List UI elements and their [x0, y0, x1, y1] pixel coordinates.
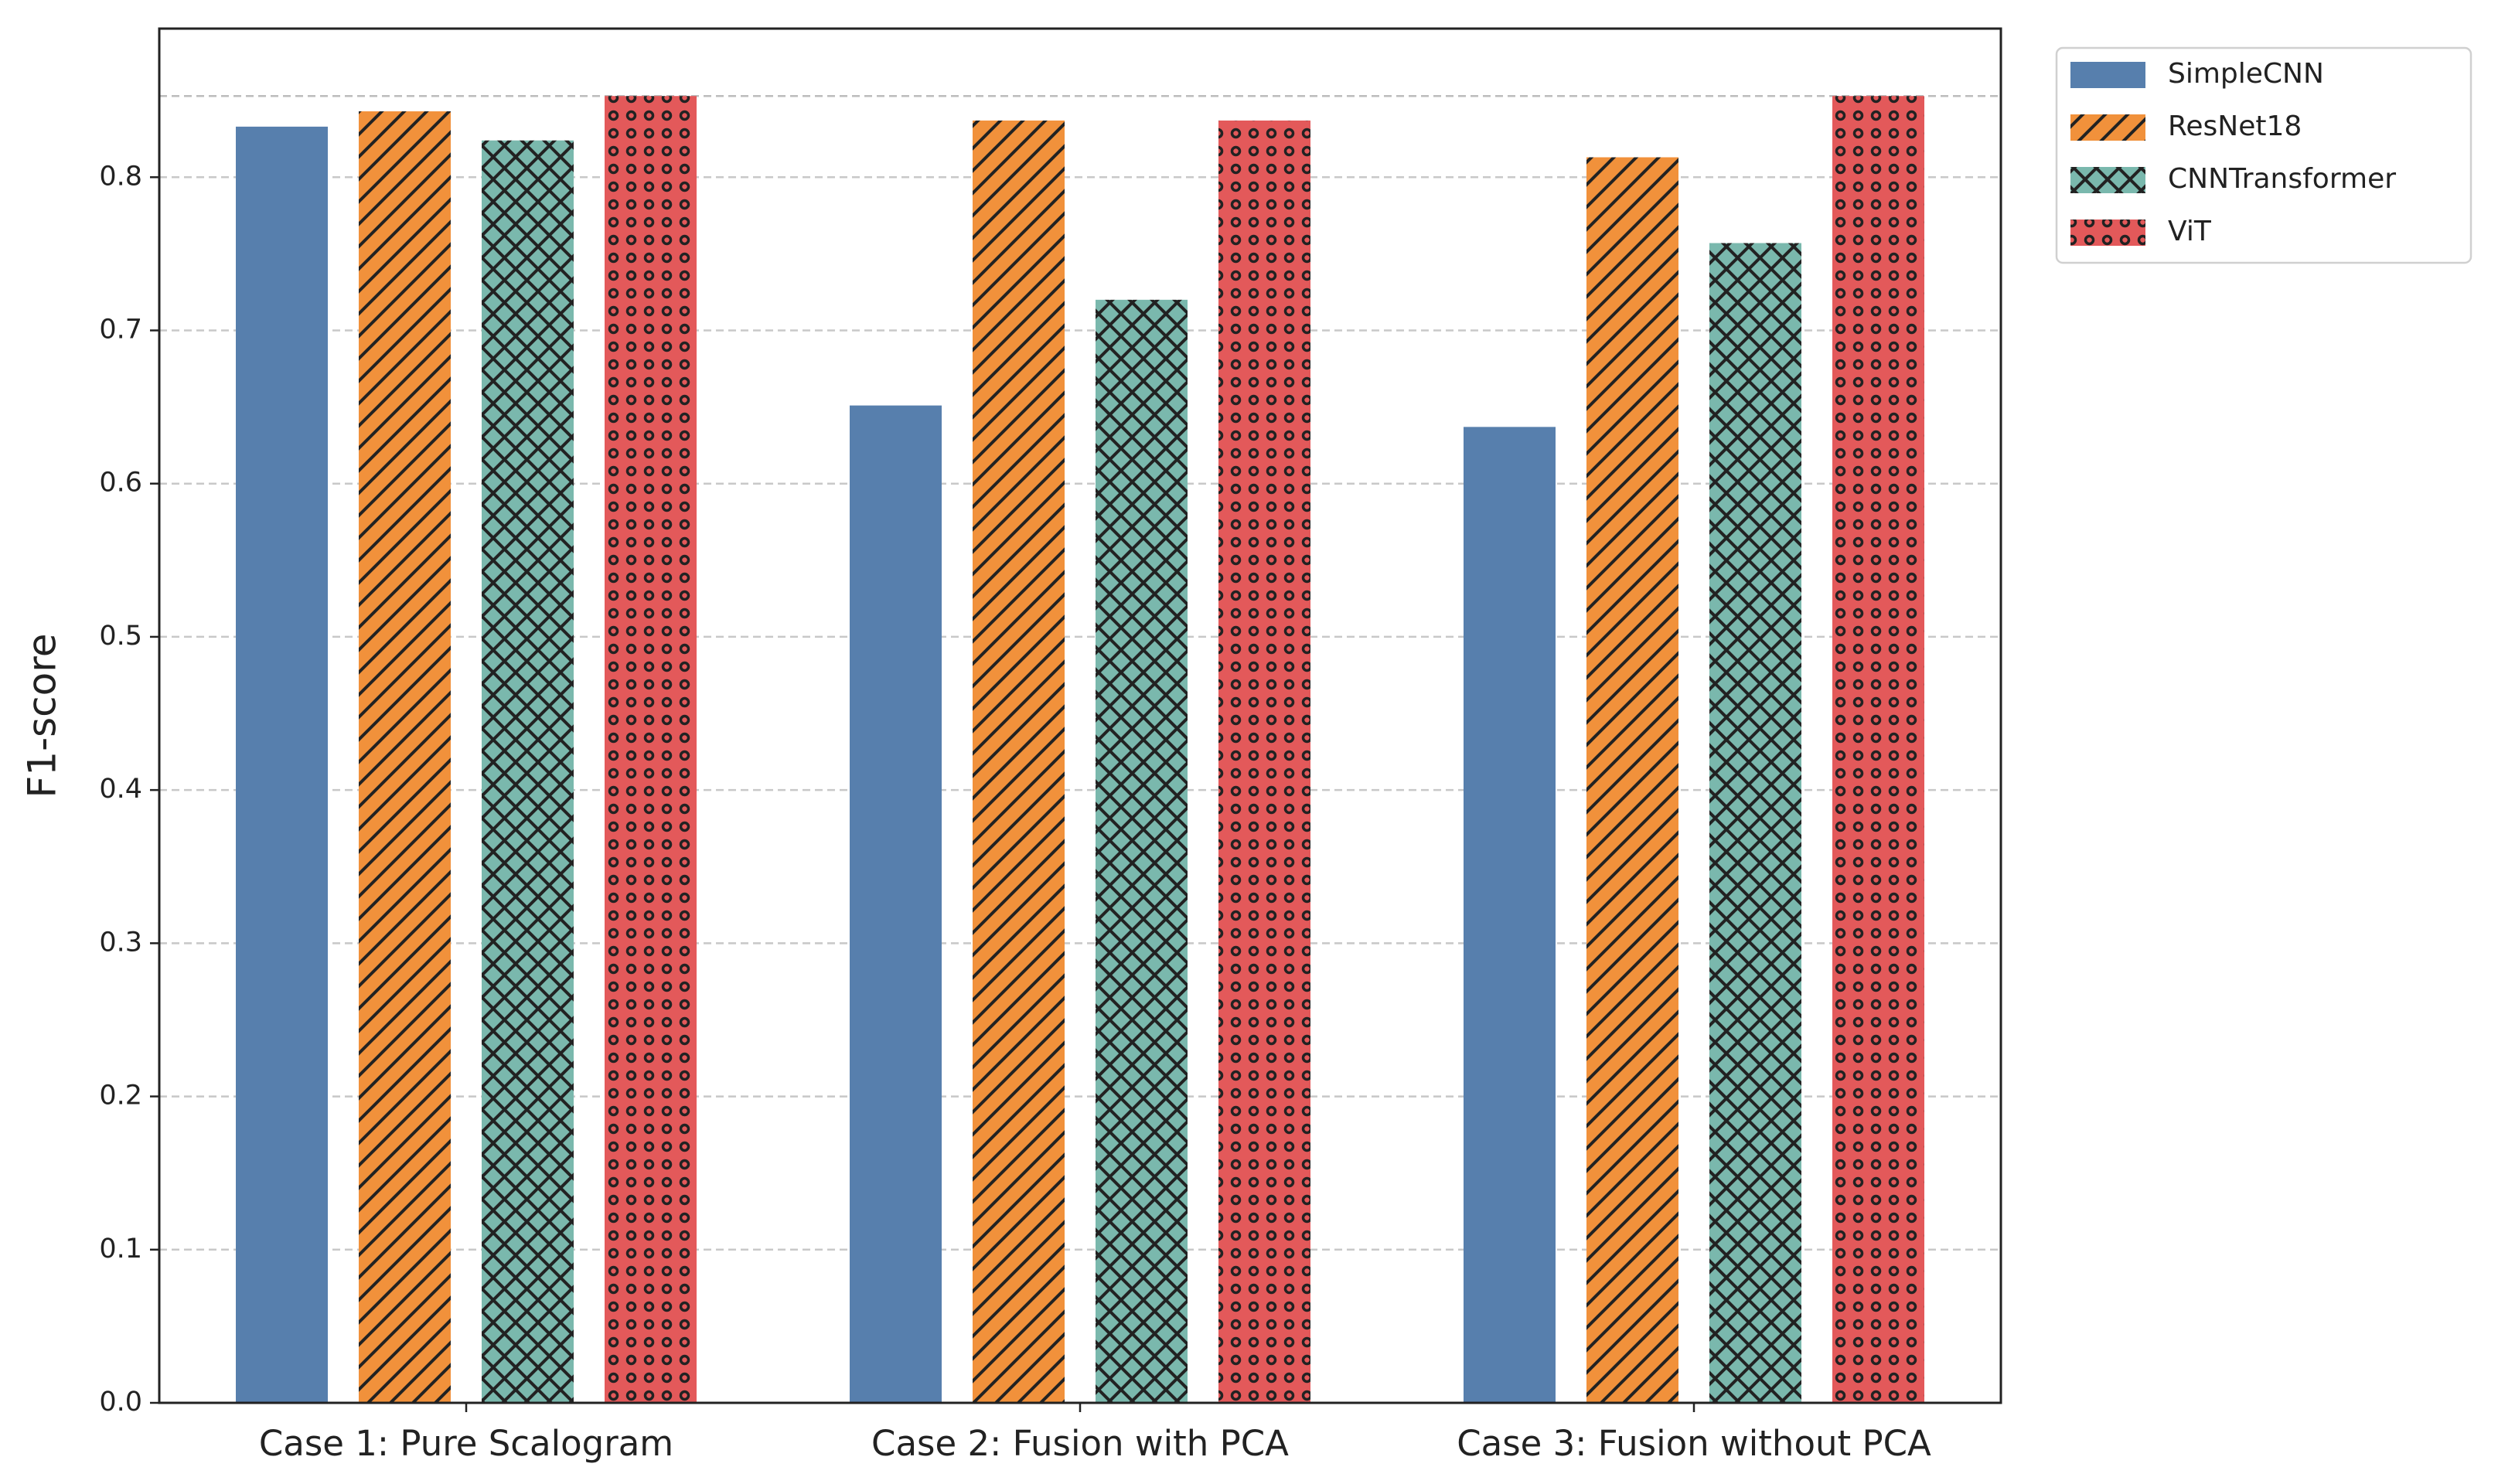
y-tick-label: 0.4 [99, 774, 142, 805]
x-tick-label: Case 3: Fusion without PCA [1457, 1423, 1931, 1464]
legend-label: ViT [2168, 216, 2212, 247]
bar [236, 126, 328, 1404]
bar [1464, 427, 1556, 1403]
legend-label: ResNet18 [2168, 111, 2302, 142]
legend-swatch [2070, 62, 2145, 88]
y-tick-label: 0.6 [99, 468, 142, 499]
y-axis-label: F1-score [20, 634, 65, 798]
bar [1832, 96, 1924, 1403]
y-tick-label: 0.0 [99, 1387, 142, 1418]
bar [1709, 243, 1801, 1403]
bar [973, 120, 1065, 1403]
plot-frame [158, 27, 2002, 1404]
x-tick-label: Case 1: Pure Scalogram [259, 1423, 673, 1464]
bar [1096, 299, 1188, 1404]
bar [850, 405, 942, 1403]
y-tick-label: 0.3 [99, 927, 142, 958]
legend-label: SimpleCNN [2168, 58, 2324, 90]
bar [605, 96, 697, 1403]
y-tick-label: 0.5 [99, 621, 142, 652]
y-tick-label: 0.2 [99, 1081, 142, 1111]
bar [1218, 120, 1310, 1403]
y-tick-label: 0.8 [99, 161, 142, 192]
y-tick-label: 0.7 [99, 314, 142, 345]
legend-box [2055, 46, 2472, 264]
legend-swatch [2070, 167, 2145, 193]
legend-swatch [2070, 114, 2145, 141]
legend-label: CNNTransformer [2168, 163, 2396, 195]
x-tick-label: Case 2: Fusion with PCA [871, 1423, 1289, 1464]
y-tick-label: 0.1 [99, 1234, 142, 1264]
bar [359, 111, 451, 1404]
bar [482, 140, 574, 1403]
legend-swatch [2070, 220, 2145, 246]
bar [1586, 157, 1678, 1403]
